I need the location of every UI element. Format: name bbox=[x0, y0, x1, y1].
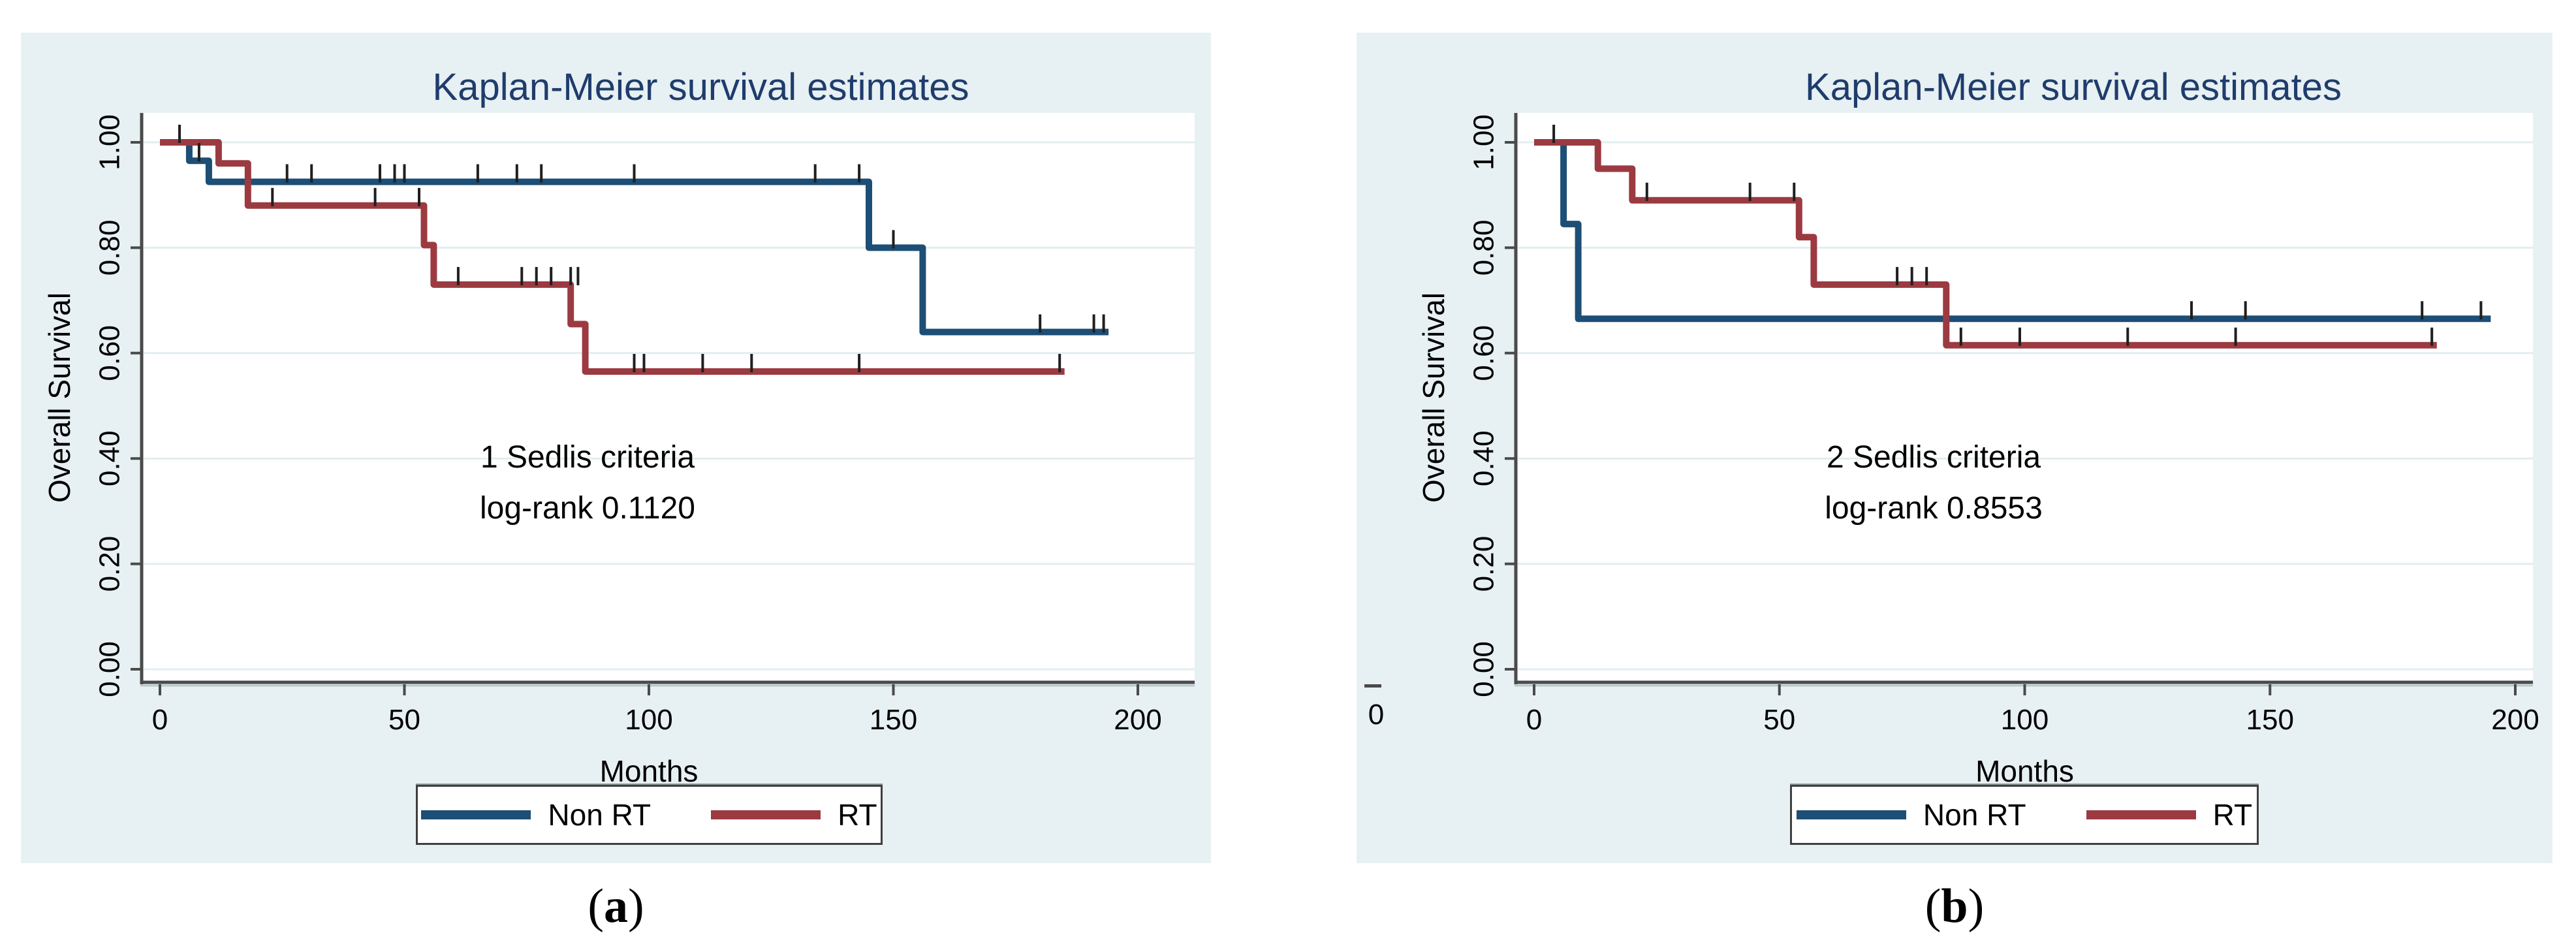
cropped-axis-artifact-line bbox=[1364, 684, 1381, 688]
svg-text:150: 150 bbox=[870, 704, 917, 736]
legend-label-rt: RT bbox=[838, 798, 877, 832]
svg-text:0.80: 0.80 bbox=[1468, 220, 1500, 276]
caption-letter: a bbox=[604, 879, 628, 933]
legend-swatch-rt bbox=[711, 810, 821, 819]
km-panel-a: 1.00 0.80 0.60 0.40 0.20 0.00 Overall Survival… bbox=[21, 33, 1211, 863]
svg-text:1.00: 1.00 bbox=[94, 114, 126, 170]
svg-text:0.00: 0.00 bbox=[1468, 641, 1500, 697]
legend: Non RT RT bbox=[1790, 785, 2259, 845]
svg-text:0.80: 0.80 bbox=[94, 220, 126, 276]
caption-letter: b bbox=[1941, 879, 1968, 933]
legend: Non RT RT bbox=[416, 785, 883, 845]
legend-swatch-non-rt bbox=[1796, 810, 1906, 819]
svg-text:Overall Survival: Overall Survival bbox=[1417, 293, 1451, 503]
svg-text:0.40: 0.40 bbox=[94, 430, 126, 486]
svg-text:0.00: 0.00 bbox=[94, 641, 126, 697]
caption-paren-close: ) bbox=[1968, 879, 1985, 933]
caption-a: (a) bbox=[21, 879, 1211, 934]
legend-label-non-rt: Non RT bbox=[1923, 798, 2026, 832]
svg-text:200: 200 bbox=[1114, 704, 1161, 736]
svg-text:150: 150 bbox=[2246, 704, 2294, 736]
km-chart-a: 1.00 0.80 0.60 0.40 0.20 0.00 Overall Survival… bbox=[42, 113, 1195, 788]
chart-title: Kaplan-Meier survival estimates bbox=[1805, 66, 2342, 108]
legend-swatch-rt bbox=[2086, 810, 2196, 819]
svg-text:0: 0 bbox=[152, 704, 168, 736]
svg-text:200: 200 bbox=[2491, 704, 2539, 736]
svg-text:0.20: 0.20 bbox=[94, 536, 126, 592]
svg-text:1.00: 1.00 bbox=[1468, 114, 1500, 170]
svg-text:0.20: 0.20 bbox=[1468, 536, 1500, 592]
svg-text:Months: Months bbox=[1975, 754, 2074, 788]
caption-paren-close: ) bbox=[628, 879, 644, 933]
svg-text:50: 50 bbox=[388, 704, 420, 736]
svg-text:50: 50 bbox=[1763, 704, 1795, 736]
svg-text:0.60: 0.60 bbox=[94, 325, 126, 381]
chart-title: Kaplan-Meier survival estimates bbox=[432, 66, 969, 108]
cropped-axis-artifact-zero-label: 0 bbox=[1368, 699, 1385, 731]
caption-b: (b) bbox=[1357, 879, 2552, 934]
annotation-line2: log-rank 0.1120 bbox=[480, 491, 695, 526]
plot-area-b bbox=[1516, 113, 2533, 684]
caption-paren-open: ( bbox=[1924, 879, 1941, 933]
km-panel-b: 1.00 0.80 0.60 0.40 0.20 0.00 Overall Survival… bbox=[1357, 33, 2552, 863]
svg-text:100: 100 bbox=[2001, 704, 2049, 736]
legend-label-non-rt: Non RT bbox=[548, 798, 652, 832]
annotation-line1: 1 Sedlis criteria bbox=[480, 440, 695, 475]
annotation-logrank: 1 Sedlis criteria log-rank 0.1120 bbox=[326, 432, 849, 534]
km-chart-b: 1.00 0.80 0.60 0.40 0.20 0.00 Overall Survival… bbox=[1417, 113, 2539, 788]
svg-text:Months: Months bbox=[600, 754, 699, 788]
svg-text:0.40: 0.40 bbox=[1468, 430, 1500, 486]
annotation-line2: log-rank 0.8553 bbox=[1825, 491, 2043, 526]
caption-paren-open: ( bbox=[588, 879, 604, 933]
svg-text:0: 0 bbox=[1526, 704, 1542, 736]
svg-text:0.60: 0.60 bbox=[1468, 325, 1500, 381]
annotation-line1: 2 Sedlis criteria bbox=[1826, 440, 2041, 475]
annotation-logrank: 2 Sedlis criteria log-rank 0.8553 bbox=[1673, 432, 2195, 534]
svg-text:Overall Survival: Overall Survival bbox=[42, 293, 76, 503]
svg-text:100: 100 bbox=[625, 704, 672, 736]
legend-label-rt: RT bbox=[2212, 798, 2253, 832]
legend-swatch-non-rt bbox=[421, 810, 531, 819]
